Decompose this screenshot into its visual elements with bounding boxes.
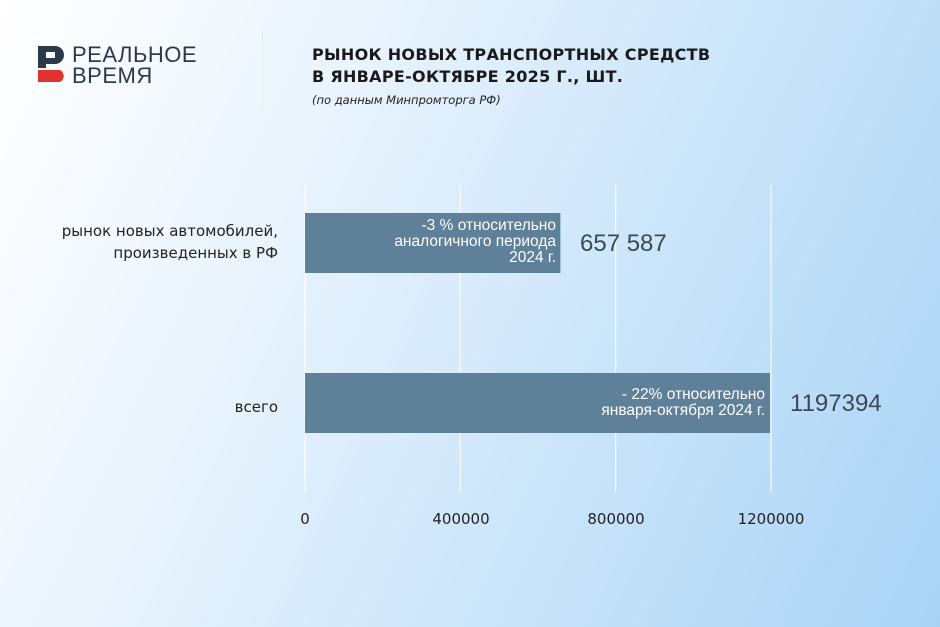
annotation-line: 2024 г. [509,249,556,266]
category-label: рынок новых автомобилей, произведенных в… [62,220,278,264]
chart-title: РЫНОК НОВЫХ ТРАНСПОРТНЫХ СРЕДСТВ В ЯНВАР… [312,44,710,88]
logo-text: РЕАЛЬНОЕ ВРЕМЯ [72,42,198,88]
x-tick-label: 0 [300,510,310,528]
annotation-line: - 22% относительно [621,386,765,403]
data-label: 657 587 [580,230,667,257]
bar [305,373,770,433]
annotation-line: аналогичного периода [394,233,556,250]
x-tick-label: 400000 [432,510,490,528]
annotation-line: -3 % относительно [421,217,556,234]
logo-icon [38,46,64,82]
category-line: рынок новых автомобилей, [61,222,278,240]
bar-annotation: - 22% относительно января-октября 2024 г… [601,387,765,419]
category-label: всего [234,398,278,416]
bar [305,213,561,273]
logo-line2: ВРЕМЯ [72,63,153,88]
data-label: 1197394 [790,390,882,417]
x-tick-label: 800000 [587,510,645,528]
x-tick-label: 1200000 [737,510,805,528]
annotation-line: января-октября 2024 г. [601,402,765,419]
chart-subtitle: (по данным Минпромторга РФ) [312,93,501,107]
divider [262,30,263,110]
title-line: В ЯНВАРЕ-ОКТЯБРЕ 2025 Г., ШТ. [312,67,624,86]
logo-line1: РЕАЛЬНОЕ [72,42,198,67]
category-line: произведенных в РФ [113,244,278,262]
title-line: РЫНОК НОВЫХ ТРАНСПОРТНЫХ СРЕДСТВ [312,45,711,64]
bar-annotation: -3 % относительно аналогичного периода 2… [394,218,556,266]
